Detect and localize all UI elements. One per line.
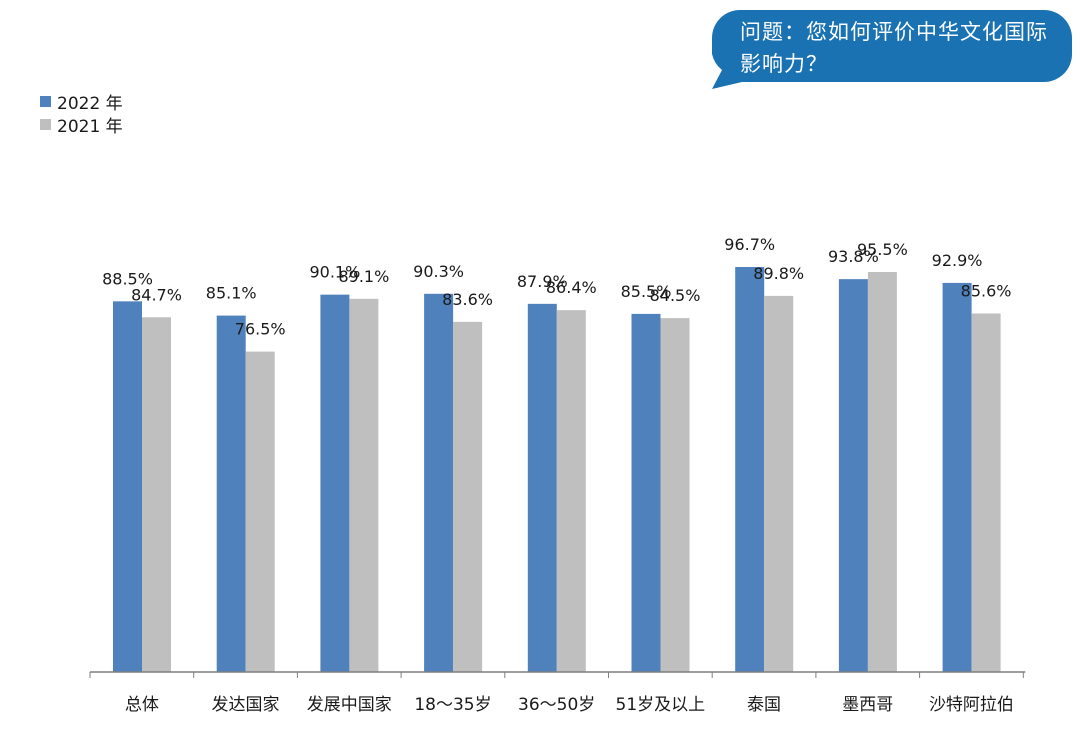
- data-label: 86.4%: [546, 278, 597, 297]
- bar-2022: [424, 293, 454, 672]
- data-label: 88.5%: [102, 269, 153, 288]
- value-labels-layer: 88.5%84.7% 85.1% 76.5% 90.1%89.1% 90.3% 83.6%…: [102, 235, 1011, 339]
- bar-2021: [971, 313, 1001, 672]
- data-label: 92.9%: [932, 251, 983, 270]
- bar-2022: [735, 267, 765, 672]
- bar-2021: [660, 318, 690, 672]
- bar-2022: [320, 294, 350, 672]
- bar-2022: [942, 282, 972, 672]
- x-tick-label: 泰国: [747, 695, 781, 715]
- bar-2021: [349, 298, 379, 672]
- data-label: 84.7%: [131, 285, 182, 304]
- data-label: 95.5%: [857, 240, 908, 259]
- bar-2022: [838, 279, 868, 672]
- data-label: 85.1%: [206, 284, 257, 303]
- data-label: 76.5%: [235, 320, 286, 339]
- bar-2021: [453, 321, 483, 672]
- bar-2021: [867, 272, 897, 672]
- bar-2022: [527, 303, 557, 672]
- bar-2022: [113, 301, 142, 672]
- bar-2021: [764, 295, 794, 672]
- speech-bubble-shape: [712, 10, 1072, 89]
- bar-2021: [556, 310, 586, 672]
- data-label: 90.1%: [309, 263, 360, 282]
- data-label: 85.6%: [961, 281, 1012, 300]
- bar-2021: [245, 351, 275, 672]
- data-label: 83.6%: [442, 290, 493, 309]
- question-bubble: [712, 10, 1072, 89]
- x-tick-label: 总体: [125, 695, 159, 715]
- x-tick-label: 墨西哥: [842, 695, 893, 715]
- data-label: 85.5%: [621, 282, 672, 301]
- data-label: 87.9%: [517, 272, 568, 291]
- question-text: 问题：您如何评价中华文化国际影响力？: [740, 20, 1048, 76]
- legend-item-2021: 2021 年: [40, 113, 123, 137]
- legend-swatch-2021: [40, 119, 51, 130]
- data-label: 90.3%: [413, 262, 464, 281]
- x-tick-label: 发展中国家: [307, 695, 392, 715]
- x-tick-label: 18～35岁: [414, 695, 491, 715]
- x-axis: 总体 发达国家 发展中国家 18～35岁 36～50岁 51岁及以上 泰国 墨西哥 沙特阿拉伯: [89, 671, 1026, 715]
- x-tick-label: 发达国家: [212, 695, 280, 715]
- legend-label-2021: 2021 年: [57, 117, 123, 137]
- x-tick-label: 36～50岁: [518, 695, 595, 715]
- x-tick-label: 51岁及以上: [616, 695, 706, 715]
- bars-layer: [113, 267, 1001, 672]
- legend-item-2022: 2022 年: [40, 90, 123, 114]
- x-tick-label: 沙特阿拉伯: [929, 695, 1014, 715]
- data-label: 89.1%: [338, 267, 389, 286]
- bar-2022: [631, 313, 661, 672]
- bar-2021: [142, 317, 171, 672]
- data-label: 84.5%: [650, 286, 701, 305]
- data-label: 96.7%: [724, 235, 775, 254]
- legend-swatch-2022: [40, 96, 51, 107]
- data-label: 89.8%: [753, 264, 804, 283]
- data-label: 93.8%: [828, 247, 879, 266]
- legend-label-2022: 2022 年: [57, 94, 123, 114]
- legend: 2022 年 2021 年: [40, 90, 123, 137]
- bar-2022: [216, 315, 246, 672]
